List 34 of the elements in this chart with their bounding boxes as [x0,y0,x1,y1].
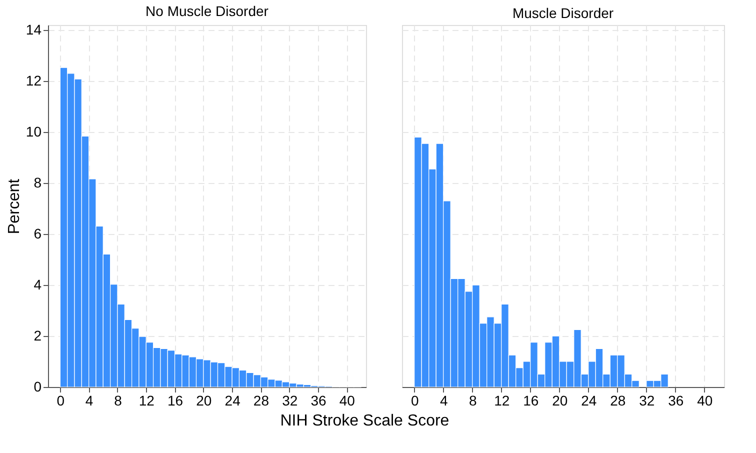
x-tick-label: 4 [85,392,94,408]
y-tick-label: 0 [34,378,42,394]
x-axis-title: NIH Stroke Scale Score [280,412,450,430]
x-tick-label: 12 [494,392,510,408]
y-tick-label: 14 [26,22,42,38]
x-tick-label: 28 [253,392,270,408]
y-tick-label: 6 [34,226,42,242]
x-tick-label: 0 [56,392,65,408]
x-tick-label: 40 [339,392,356,408]
x-tick-label: 16 [167,392,184,408]
x-tick-label: 36 [310,392,327,408]
x-tick-label: 4 [440,392,448,408]
x-tick-label: 12 [138,392,155,408]
x-tick-label: 16 [523,392,539,408]
y-axis-title: Percent [6,178,23,234]
x-tick-label: 20 [196,392,212,408]
y-tick-label: 8 [34,174,42,191]
x-tick-label: 8 [468,392,477,408]
x-tick-label: 20 [552,392,568,408]
x-tick-label: 36 [668,392,684,408]
x-tick-label: 24 [581,392,597,408]
x-tick-label: 8 [114,392,122,408]
y-tick-label: 12 [26,72,42,89]
chart-title: Muscle Disorder [512,5,614,21]
x-tick-label: 28 [610,392,626,408]
y-tick-label: 10 [26,124,42,140]
x-tick-label: 24 [224,392,241,408]
x-tick-label: 40 [697,392,713,408]
x-tick-label: 0 [410,392,419,408]
y-tick-label: 2 [34,328,42,344]
x-tick-label: 32 [639,392,655,408]
y-tick-label: 4 [34,276,42,293]
chart-title: No Muscle Disorder [146,3,269,20]
x-tick-label: 32 [282,392,298,408]
